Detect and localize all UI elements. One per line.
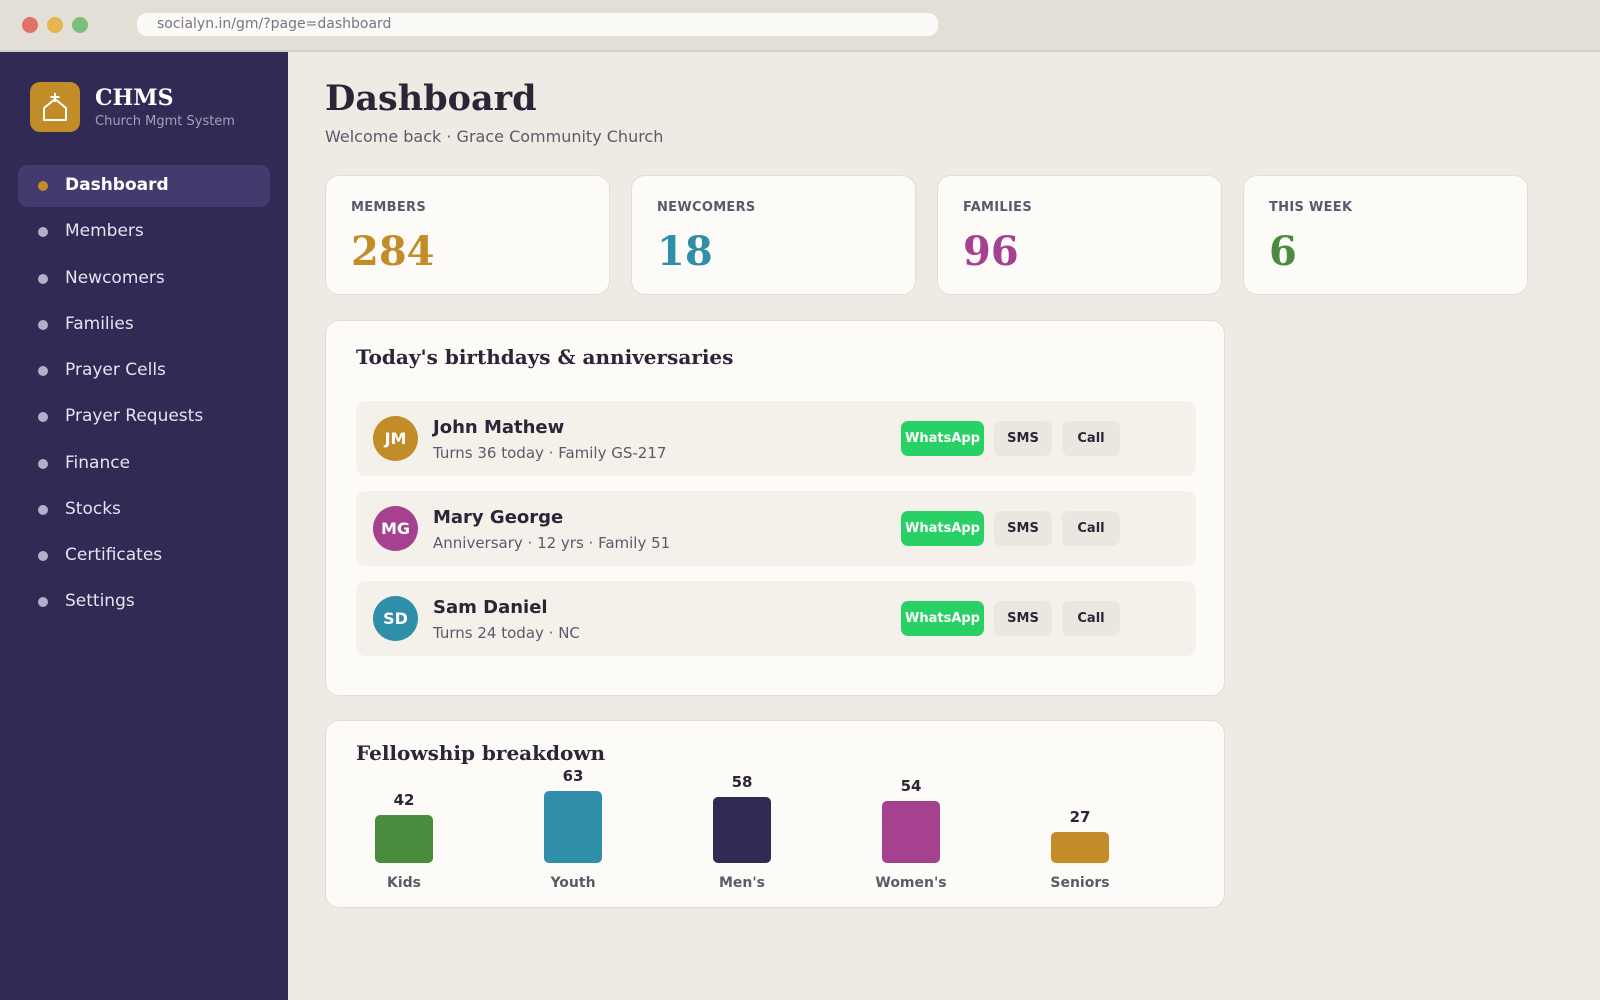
bar-value-label: 63	[562, 767, 584, 785]
stat-card-newcomers: NEWCOMERS 18	[631, 175, 916, 295]
celebrations-title: Today's birthdays & anniversaries	[356, 345, 734, 369]
celebrations-panel: Today's birthdays & anniversaries JM Joh…	[325, 320, 1225, 696]
bar-category-label: Youth	[550, 875, 596, 891]
stat-value: 18	[657, 228, 713, 275]
person-detail: Turns 24 today · NC	[433, 624, 580, 642]
sidebar-item-label: Finance	[65, 452, 131, 473]
maximize-window-button[interactable]	[72, 17, 88, 33]
whatsapp-button[interactable]: WhatsApp	[901, 511, 984, 546]
sms-button[interactable]: SMS	[994, 421, 1052, 456]
bullet-icon	[38, 227, 48, 238]
call-button[interactable]: Call	[1062, 601, 1120, 636]
avatar: JM	[373, 416, 418, 461]
person-detail: Turns 36 today · Family GS-217	[433, 444, 667, 462]
bar-mens	[713, 796, 771, 863]
sidebar-item-label: Newcomers	[65, 267, 165, 288]
sidebar-item-prayer-requests[interactable]: Prayer Requests	[18, 396, 270, 438]
sidebar-item-label: Prayer Cells	[65, 360, 166, 380]
whatsapp-button[interactable]: WhatsApp	[901, 601, 984, 636]
person-row: JM John Mathew Turns 36 today · Family G…	[356, 401, 1196, 476]
bar-category-label: Men's	[718, 875, 765, 891]
person-detail: Anniversary · 12 yrs · Family 51	[433, 534, 671, 552]
call-button[interactable]: Call	[1062, 511, 1120, 546]
person-row: MG Mary George Anniversary · 12 yrs · Fa…	[356, 491, 1196, 566]
person-name: John Mathew	[433, 417, 565, 438]
person-row: SD Sam Daniel Turns 24 today · NC WhatsA…	[356, 581, 1196, 656]
bar-womens	[882, 801, 940, 863]
sidebar-item-stocks[interactable]: Stocks	[18, 489, 270, 531]
stat-card-members: MEMBERS 284	[325, 175, 610, 295]
stat-card-families: FAMILIES 96	[937, 175, 1222, 295]
sidebar-item-label: Families	[65, 313, 134, 334]
bullet-icon	[38, 319, 48, 330]
bullet-icon	[38, 458, 48, 469]
avatar: MG	[373, 506, 418, 551]
fellowship-panel: Fellowship breakdown 42 Kids 63 Youth 58 Men'…	[325, 720, 1225, 908]
brand-name: CHMS	[95, 85, 174, 111]
sidebar-item-families[interactable]: Families	[18, 304, 270, 346]
address-bar[interactable]: socialyn.in/gm/?page=dashboard	[137, 13, 938, 36]
page-subtitle: Welcome back · Grace Community Church	[325, 127, 664, 146]
bullet-icon	[38, 551, 48, 561]
person-name: Sam Daniel	[433, 597, 548, 618]
sidebar-item-members[interactable]: Members	[18, 211, 270, 253]
bar-youth	[544, 791, 602, 863]
stat-card-this-week: THIS WEEK 6	[1243, 175, 1528, 295]
sidebar-item-label: Dashboard	[65, 175, 169, 195]
sms-button[interactable]: SMS	[994, 601, 1052, 636]
sidebar-item-label: Members	[65, 221, 144, 242]
stat-value: 284	[351, 228, 435, 275]
sidebar-item-certificates[interactable]: Certificates	[18, 535, 270, 577]
church-icon	[30, 82, 80, 132]
person-name: Mary George	[433, 507, 564, 528]
stat-label: MEMBERS	[351, 200, 427, 215]
sidebar-item-label: Settings	[65, 591, 135, 612]
bar-value-label: 54	[900, 777, 922, 796]
minimize-window-button[interactable]	[47, 17, 63, 33]
sidebar-item-settings[interactable]: Settings	[18, 581, 270, 623]
bar-value-label: 58	[731, 772, 753, 791]
sidebar-item-dashboard[interactable]: Dashboard	[18, 165, 270, 207]
sidebar-item-prayer-cells[interactable]: Prayer Cells	[18, 350, 270, 392]
bullet-icon	[38, 412, 48, 423]
bullet-icon	[38, 504, 48, 515]
bullet-icon	[38, 273, 48, 284]
sidebar-item-label: Prayer Requests	[65, 406, 204, 427]
whatsapp-button[interactable]: WhatsApp	[901, 421, 984, 456]
sidebar-item-newcomers[interactable]: Newcomers	[18, 258, 270, 300]
sidebar-item-finance[interactable]: Finance	[18, 443, 270, 485]
bar-value-label: 42	[393, 791, 415, 809]
bar-category-label: Seniors	[1050, 875, 1110, 891]
stat-label: THIS WEEK	[1269, 200, 1353, 215]
brand-subtitle: Church Mgmt System	[95, 114, 235, 129]
bar-category-label: Women's	[875, 875, 947, 891]
bullet-icon	[38, 597, 48, 608]
sms-button[interactable]: SMS	[994, 511, 1052, 546]
fellowship-title: Fellowship breakdown	[356, 741, 606, 765]
stat-value: 6	[1269, 228, 1297, 275]
bullet-icon	[38, 181, 48, 191]
browser-toolbar: socialyn.in/gm/?page=dashboard	[0, 0, 1600, 52]
bullet-icon	[38, 366, 48, 376]
bar-value-label: 27	[1069, 808, 1091, 827]
sidebar-item-label: Stocks	[65, 498, 121, 519]
bar-kids	[375, 815, 433, 863]
sidebar: CHMS Church Mgmt System Dashboard Members…	[0, 52, 288, 1000]
avatar: SD	[373, 596, 418, 641]
stat-value: 96	[963, 228, 1019, 275]
stat-label: NEWCOMERS	[657, 200, 756, 215]
close-window-button[interactable]	[22, 17, 38, 33]
call-button[interactable]: Call	[1062, 421, 1120, 456]
page-title: Dashboard	[325, 78, 537, 119]
stat-label: FAMILIES	[963, 200, 1032, 215]
sidebar-item-label: Certificates	[65, 545, 163, 565]
bar-seniors	[1051, 832, 1109, 863]
bar-category-label: Kids	[386, 875, 421, 891]
